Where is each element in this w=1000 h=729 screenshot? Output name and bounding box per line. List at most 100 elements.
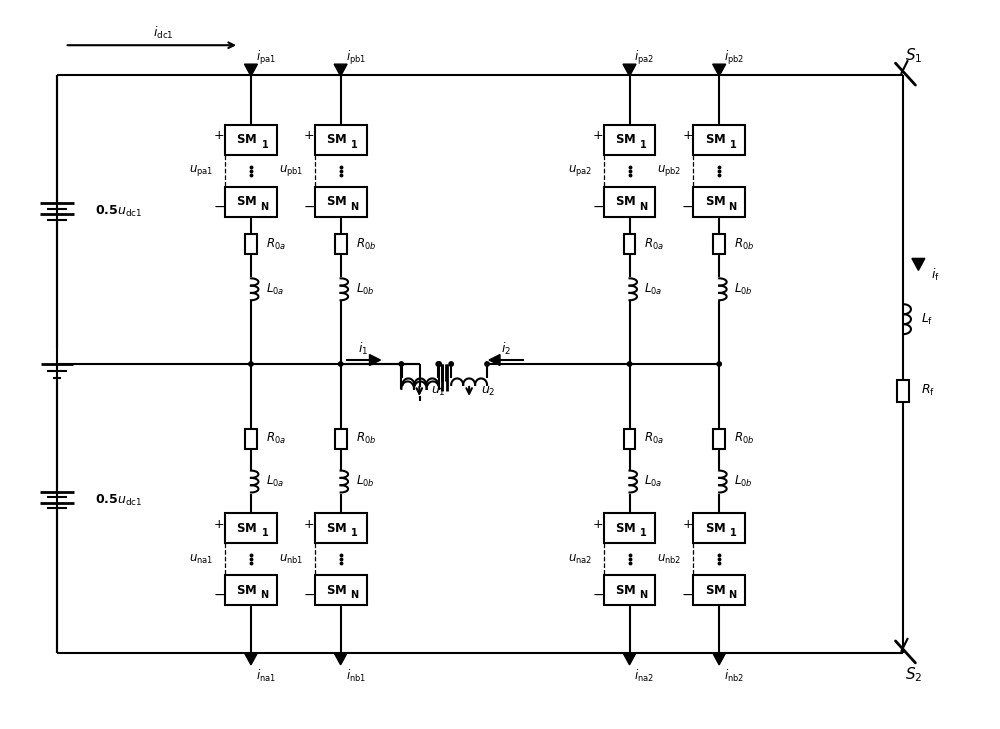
Bar [315,513,367,543]
Text: $\mathbf{1}$: $\mathbf{1}$ [350,138,359,150]
Text: $L_{0b}$: $L_{0b}$ [734,281,753,297]
Bar [604,125,655,155]
Bar [315,125,367,155]
Text: $\mathbf{N}$: $\mathbf{N}$ [350,588,359,600]
Circle shape [249,362,253,366]
Text: $R_{0b}$: $R_{0b}$ [356,431,376,446]
Bar [245,235,257,254]
Text: $u_{\rm pa1}$: $u_{\rm pa1}$ [189,163,213,179]
Bar [693,575,745,605]
Text: $L_{0a}$: $L_{0a}$ [266,281,284,297]
Text: $u_{\rm na1}$: $u_{\rm na1}$ [189,553,213,566]
Text: $\mathbf{N}$: $\mathbf{N}$ [260,200,270,211]
Text: $L_{0b}$: $L_{0b}$ [356,281,374,297]
Text: $-$: $-$ [303,198,315,213]
Text: $\mathbf{SM}$: $\mathbf{SM}$ [615,133,636,147]
Text: $+$: $+$ [303,518,314,531]
Text: $R_{0a}$: $R_{0a}$ [644,431,664,446]
Text: $i_{\mathrm{pa1}}$: $i_{\mathrm{pa1}}$ [256,49,276,67]
Text: $+$: $+$ [592,518,603,531]
Bar [713,429,725,448]
Text: $L_{0a}$: $L_{0a}$ [644,281,663,297]
Text: $L_{0a}$: $L_{0a}$ [644,474,663,489]
Polygon shape [489,354,500,365]
Bar [335,429,347,448]
Bar [604,513,655,543]
Text: $\mathbf{SM}$: $\mathbf{SM}$ [705,133,726,147]
Bar [315,187,367,217]
Bar [624,235,635,254]
Text: $\mathbf{N}$: $\mathbf{N}$ [639,200,648,211]
Text: $\mathbf{1}$: $\mathbf{1}$ [729,138,737,150]
Text: $i_1$: $i_1$ [358,341,368,357]
Text: $\mathbf{SM}$: $\mathbf{SM}$ [326,195,347,208]
Bar [315,575,367,605]
Polygon shape [623,653,636,665]
Bar [225,125,277,155]
Text: $i_{\mathrm{nb1}}$: $i_{\mathrm{nb1}}$ [346,668,366,684]
Text: $i_{\mathrm{na2}}$: $i_{\mathrm{na2}}$ [634,668,654,684]
Bar [624,429,635,448]
Text: $R_{0a}$: $R_{0a}$ [266,431,286,446]
Text: $\mathbf{1}$: $\mathbf{1}$ [261,138,269,150]
Text: $R_{0b}$: $R_{0b}$ [734,431,754,446]
Text: $-$: $-$ [213,198,225,213]
Text: $-$: $-$ [592,587,604,601]
Text: $-$: $-$ [303,587,315,601]
Text: $+$: $+$ [213,518,225,531]
Text: $i_{\mathrm{pb2}}$: $i_{\mathrm{pb2}}$ [724,49,744,67]
Text: $\mathbf{N}$: $\mathbf{N}$ [639,588,648,600]
Text: $u_{\rm na2}$: $u_{\rm na2}$ [568,553,592,566]
Bar [225,575,277,605]
Text: $\mathbf{SM}$: $\mathbf{SM}$ [705,584,726,596]
Text: $-$: $-$ [592,198,604,213]
Text: $i_{\mathrm{dc1}}$: $i_{\mathrm{dc1}}$ [153,26,174,42]
Text: $R_{0a}$: $R_{0a}$ [644,237,664,252]
Bar [225,187,277,217]
Text: $R_{0a}$: $R_{0a}$ [266,237,286,252]
Text: $\mathbf{SM}$: $\mathbf{SM}$ [236,195,258,208]
Polygon shape [334,653,347,665]
Circle shape [717,362,721,366]
Text: $u_{\rm nb1}$: $u_{\rm nb1}$ [279,553,303,566]
Bar [897,380,909,402]
Bar [693,513,745,543]
Text: $+$: $+$ [592,129,603,142]
Text: $\mathbf{1}$: $\mathbf{1}$ [350,526,359,538]
Text: $\mathbf{SM}$: $\mathbf{SM}$ [326,522,347,535]
Text: $+$: $+$ [213,129,225,142]
Text: $u_2$: $u_2$ [481,386,496,399]
Text: $+$: $+$ [303,129,314,142]
Bar [604,575,655,605]
Circle shape [436,362,440,366]
Bar [245,429,257,448]
Text: $i_2$: $i_2$ [501,341,512,357]
Polygon shape [713,64,726,76]
Bar [693,187,745,217]
Text: $\mathbf{SM}$: $\mathbf{SM}$ [236,522,258,535]
Circle shape [437,362,441,366]
Text: $\mathbf{SM}$: $\mathbf{SM}$ [705,522,726,535]
Polygon shape [369,354,380,365]
Text: $\mathbf{SM}$: $\mathbf{SM}$ [236,133,258,147]
Polygon shape [244,653,257,665]
Text: $i_{\mathrm{f}}$: $i_{\mathrm{f}}$ [931,268,940,284]
Text: $R_{0b}$: $R_{0b}$ [356,237,376,252]
Text: $\mathbf{N}$: $\mathbf{N}$ [260,588,270,600]
Text: $+$: $+$ [682,518,693,531]
Text: $\mathbf{N}$: $\mathbf{N}$ [728,588,738,600]
Text: $\mathbf{SM}$: $\mathbf{SM}$ [326,584,347,596]
Text: $L_{0b}$: $L_{0b}$ [734,474,753,489]
Text: $\mathbf{SM}$: $\mathbf{SM}$ [236,584,258,596]
Text: $+$: $+$ [682,129,693,142]
Text: $\mathbf{1}$: $\mathbf{1}$ [639,138,648,150]
Polygon shape [623,64,636,76]
Bar [225,513,277,543]
Text: $\mathbf{0.5}u_{\mathrm{dc1}}$: $\mathbf{0.5}u_{\mathrm{dc1}}$ [95,493,142,508]
Text: $i_{\mathrm{pa2}}$: $i_{\mathrm{pa2}}$ [634,49,654,67]
Polygon shape [713,653,726,665]
Circle shape [485,362,489,366]
Polygon shape [912,258,925,270]
Text: $\mathbf{SM}$: $\mathbf{SM}$ [705,195,726,208]
Text: $S_2$: $S_2$ [905,666,922,684]
